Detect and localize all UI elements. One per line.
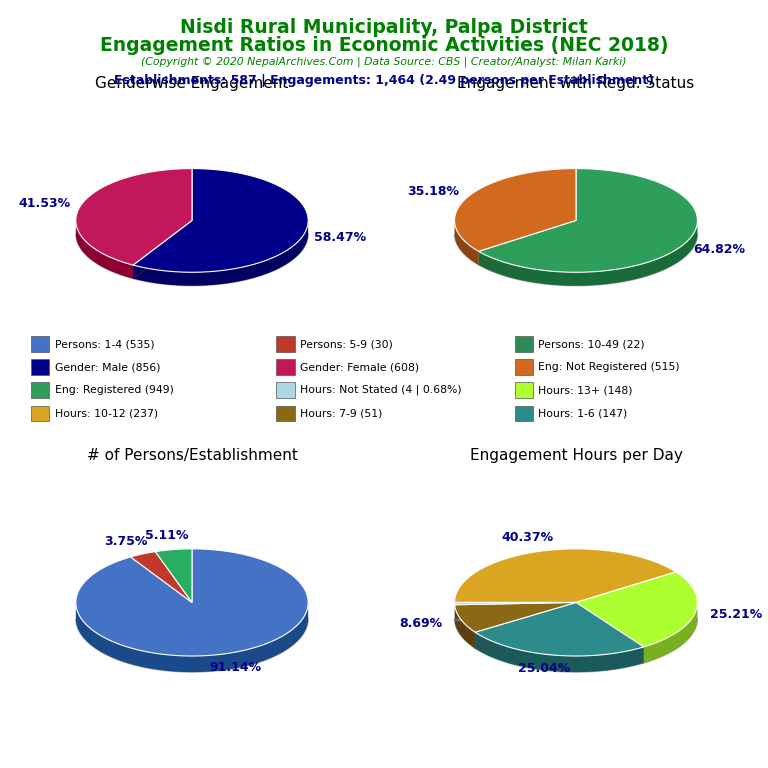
Text: Gender: Male (856): Gender: Male (856) — [55, 362, 160, 372]
Text: Persons: 1-4 (535): Persons: 1-4 (535) — [55, 339, 154, 349]
Polygon shape — [455, 602, 576, 604]
Polygon shape — [76, 169, 192, 265]
Text: 25.04%: 25.04% — [518, 662, 571, 675]
Text: Persons: 5-9 (30): Persons: 5-9 (30) — [300, 339, 393, 349]
Polygon shape — [455, 549, 676, 602]
Polygon shape — [475, 632, 644, 672]
Text: 8.69%: 8.69% — [399, 617, 442, 630]
Polygon shape — [475, 602, 644, 656]
Text: 40.37%: 40.37% — [502, 531, 554, 545]
Text: Engagement Ratios in Economic Activities (NEC 2018): Engagement Ratios in Economic Activities… — [100, 36, 668, 55]
Text: Hours: Not Stated (4 | 0.68%): Hours: Not Stated (4 | 0.68%) — [300, 385, 462, 396]
Text: Hours: 7-9 (51): Hours: 7-9 (51) — [300, 408, 382, 419]
Text: 41.53%: 41.53% — [18, 197, 71, 210]
Polygon shape — [76, 234, 308, 286]
Polygon shape — [155, 549, 192, 602]
Title: Genderwise Engagement: Genderwise Engagement — [95, 76, 289, 91]
Title: Engagement Hours per Day: Engagement Hours per Day — [469, 449, 683, 463]
Text: Nisdi Rural Municipality, Palpa District: Nisdi Rural Municipality, Palpa District — [180, 18, 588, 37]
Polygon shape — [644, 603, 697, 663]
Polygon shape — [76, 220, 133, 279]
Polygon shape — [455, 234, 697, 286]
Polygon shape — [133, 221, 308, 286]
Text: Hours: 10-12 (237): Hours: 10-12 (237) — [55, 408, 157, 419]
Text: 91.14%: 91.14% — [209, 660, 261, 674]
Text: 3.75%: 3.75% — [104, 535, 147, 548]
Polygon shape — [76, 618, 308, 672]
Text: Eng: Registered (949): Eng: Registered (949) — [55, 385, 174, 396]
Text: 58.47%: 58.47% — [313, 231, 366, 243]
Title: # of Persons/Establishment: # of Persons/Establishment — [87, 449, 297, 463]
Text: Persons: 10-49 (22): Persons: 10-49 (22) — [538, 339, 645, 349]
Text: 5.11%: 5.11% — [145, 529, 189, 542]
Title: Engagement with Regd. Status: Engagement with Regd. Status — [458, 76, 694, 91]
Polygon shape — [576, 572, 697, 647]
Polygon shape — [455, 220, 478, 265]
Text: Hours: 13+ (148): Hours: 13+ (148) — [538, 385, 633, 396]
Polygon shape — [455, 602, 576, 632]
Polygon shape — [455, 618, 697, 672]
Polygon shape — [131, 551, 192, 602]
Polygon shape — [478, 220, 697, 286]
Polygon shape — [455, 604, 475, 648]
Text: (Copyright © 2020 NepalArchives.Com | Data Source: CBS | Creator/Analyst: Milan : (Copyright © 2020 NepalArchives.Com | Da… — [141, 57, 627, 68]
Text: Hours: 1-6 (147): Hours: 1-6 (147) — [538, 408, 627, 419]
Text: 64.82%: 64.82% — [693, 243, 745, 256]
Text: Establishments: 587 | Engagements: 1,464 (2.49 persons per Establishment): Establishments: 587 | Engagements: 1,464… — [114, 74, 654, 88]
Text: 25.21%: 25.21% — [710, 608, 763, 621]
Text: Gender: Female (608): Gender: Female (608) — [300, 362, 419, 372]
Polygon shape — [478, 169, 697, 272]
Polygon shape — [76, 603, 308, 672]
Text: Eng: Not Registered (515): Eng: Not Registered (515) — [538, 362, 680, 372]
Polygon shape — [133, 169, 308, 272]
Polygon shape — [76, 549, 308, 656]
Polygon shape — [455, 169, 576, 251]
Text: 35.18%: 35.18% — [407, 185, 459, 198]
